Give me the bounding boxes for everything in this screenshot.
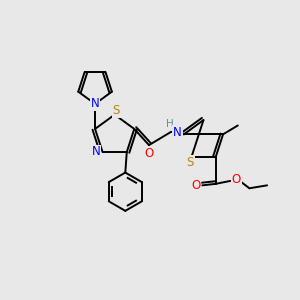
Text: O: O xyxy=(232,173,241,186)
Text: S: S xyxy=(186,156,194,169)
Text: H: H xyxy=(166,119,173,130)
Text: N: N xyxy=(91,98,99,110)
Text: O: O xyxy=(144,147,154,160)
Text: N: N xyxy=(92,146,100,158)
Text: N: N xyxy=(173,126,182,139)
Text: S: S xyxy=(112,104,120,117)
Text: O: O xyxy=(191,179,200,192)
